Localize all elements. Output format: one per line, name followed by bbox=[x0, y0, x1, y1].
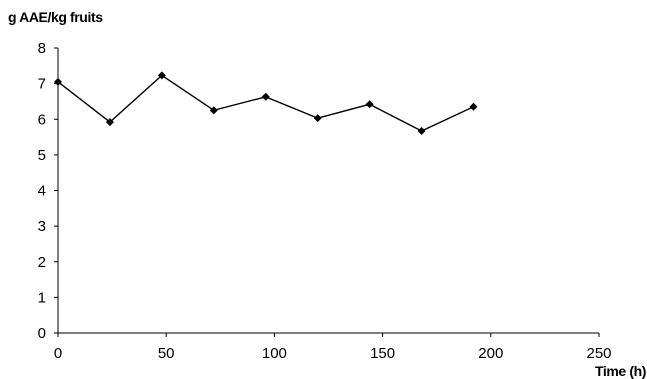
tick-labels: 0 1 2 3 4 5 6 7 8 0 50 100 150 200 250 bbox=[38, 40, 612, 362]
y-tick-label: 4 bbox=[38, 183, 46, 200]
x-axis-title: Time (h) bbox=[595, 363, 646, 379]
data-point-marker bbox=[54, 77, 62, 86]
data-point-marker bbox=[261, 92, 270, 101]
data-point-marker bbox=[365, 100, 374, 109]
data-series bbox=[54, 71, 478, 136]
y-tick-label: 0 bbox=[38, 325, 46, 342]
x-tick-label: 100 bbox=[262, 345, 287, 362]
y-tick-label: 8 bbox=[38, 40, 46, 57]
y-tick-label: 1 bbox=[38, 289, 46, 306]
x-tick-label: 0 bbox=[54, 345, 62, 362]
x-tick-label: 50 bbox=[158, 345, 175, 362]
data-point-marker bbox=[469, 102, 478, 111]
data-point-marker bbox=[157, 71, 166, 80]
series-line bbox=[57, 74, 474, 132]
data-point-marker bbox=[209, 106, 218, 115]
data-point-marker bbox=[105, 118, 114, 127]
y-tick-label: 7 bbox=[38, 76, 46, 93]
y-tick-label: 5 bbox=[38, 147, 46, 164]
y-tick-label: 2 bbox=[38, 254, 46, 271]
y-axis-title: g AAE/kg fruits bbox=[8, 9, 103, 25]
y-tick-label: 3 bbox=[38, 218, 46, 235]
y-tick-label: 6 bbox=[38, 111, 46, 128]
data-point-marker bbox=[313, 114, 322, 123]
axes bbox=[54, 47, 600, 337]
x-tick-label: 200 bbox=[478, 345, 503, 362]
data-point-marker bbox=[417, 127, 426, 136]
x-tick-label: 250 bbox=[586, 345, 611, 362]
x-tick-label: 150 bbox=[370, 345, 395, 362]
